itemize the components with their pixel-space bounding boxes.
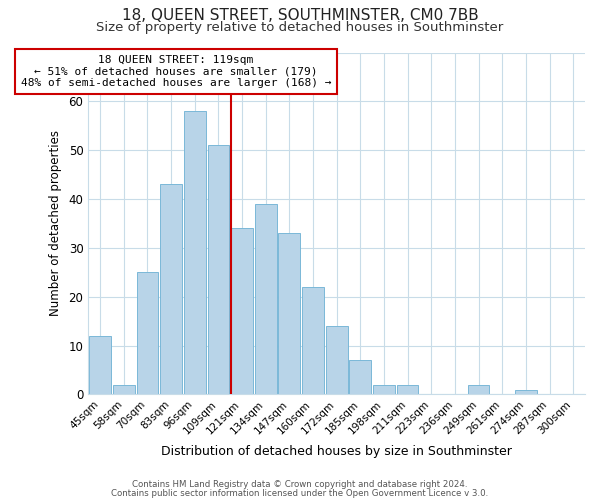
Bar [208, 146, 229, 394]
X-axis label: Distribution of detached houses by size in Southminster: Distribution of detached houses by size … [161, 444, 512, 458]
Bar [349, 360, 371, 394]
Bar [515, 390, 537, 394]
Text: 18, QUEEN STREET, SOUTHMINSTER, CM0 7BB: 18, QUEEN STREET, SOUTHMINSTER, CM0 7BB [122, 8, 478, 22]
Text: Size of property relative to detached houses in Southminster: Size of property relative to detached ho… [97, 21, 503, 34]
Bar [89, 336, 111, 394]
Bar [397, 384, 418, 394]
Text: Contains public sector information licensed under the Open Government Licence v : Contains public sector information licen… [112, 488, 488, 498]
Bar [160, 184, 182, 394]
Text: Contains HM Land Registry data © Crown copyright and database right 2024.: Contains HM Land Registry data © Crown c… [132, 480, 468, 489]
Bar [113, 384, 134, 394]
Bar [137, 272, 158, 394]
Bar [326, 326, 347, 394]
Y-axis label: Number of detached properties: Number of detached properties [49, 130, 62, 316]
Bar [373, 384, 395, 394]
Bar [278, 233, 300, 394]
Bar [302, 287, 324, 395]
Bar [184, 111, 206, 395]
Bar [467, 384, 490, 394]
Bar [231, 228, 253, 394]
Text: 18 QUEEN STREET: 119sqm
← 51% of detached houses are smaller (179)
48% of semi-d: 18 QUEEN STREET: 119sqm ← 51% of detache… [20, 55, 331, 88]
Bar [255, 204, 277, 394]
